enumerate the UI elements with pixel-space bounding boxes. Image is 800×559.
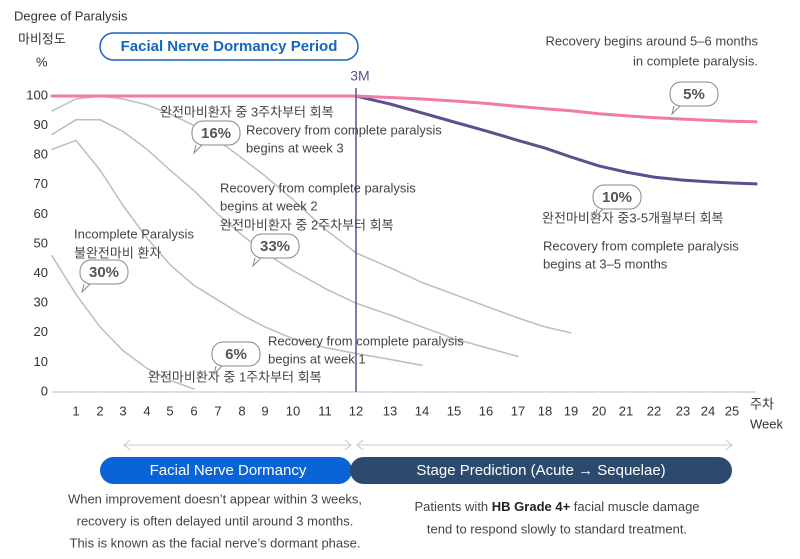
y-tick-label: 80 xyxy=(34,147,48,162)
y-axis-title-ko: 마비정도 xyxy=(18,31,66,46)
bubble xyxy=(669,81,719,107)
annotation: 완전마비환자 중 1주차부터 회복 xyxy=(148,369,322,384)
x-tick-label: 8 xyxy=(238,403,245,418)
annotation: Incomplete Paralysis xyxy=(74,226,194,241)
bubble xyxy=(252,257,262,268)
phase-description: facial muscle damage xyxy=(570,499,699,514)
x-tick-label: 6 xyxy=(190,403,197,418)
x-tick-label: 2 xyxy=(96,403,103,418)
x-tick-label: 17 xyxy=(511,403,525,418)
series-line xyxy=(51,255,195,390)
phase-description: tend to respond slowly to standard treat… xyxy=(427,521,687,536)
annotation: in complete paralysis. xyxy=(633,53,758,68)
x-tick-label: 7 xyxy=(214,403,221,418)
annotation: Recovery begins around 5–6 months xyxy=(546,33,759,48)
y-axis-unit: % xyxy=(36,54,48,69)
annotation: Recovery from complete paralysis xyxy=(268,333,464,348)
bubble xyxy=(594,208,604,219)
title-pill xyxy=(99,32,359,61)
x-tick-label: 22 xyxy=(647,403,661,418)
x-tick-label: 19 xyxy=(564,403,578,418)
annotation: begins at week 3 xyxy=(246,140,344,155)
series-label: 30% xyxy=(89,264,119,281)
series-line xyxy=(50,94,758,124)
phase-description-emphasis: HB Grade 4+ xyxy=(492,499,571,514)
x-tick-label: 4 xyxy=(143,403,150,418)
series-label: 6% xyxy=(225,346,247,363)
series-line xyxy=(51,139,423,367)
x-tick-label: 9 xyxy=(261,403,268,418)
bubble xyxy=(79,259,129,285)
annotation: begins at week 1 xyxy=(268,351,366,366)
y-axis-title: Degree of Paralysis xyxy=(14,8,128,23)
chart-title: Facial Nerve Dormancy Period xyxy=(121,38,338,55)
y-tick-label: 30 xyxy=(34,295,48,310)
phase-bar xyxy=(350,457,732,484)
phase-description: Patients with xyxy=(414,499,491,514)
y-tick-label: 0 xyxy=(41,383,48,398)
annotation: Recovery from complete paralysis xyxy=(220,180,416,195)
bubble xyxy=(671,105,681,116)
x-tick-label: 14 xyxy=(415,403,429,418)
annotation: Recovery from complete paralysis xyxy=(246,122,442,137)
phase-arrows xyxy=(123,439,733,451)
phase-label: Facial Nerve Dormancy xyxy=(150,462,307,479)
y-tick-label: 40 xyxy=(34,265,48,280)
annotation: 완전마비환자 중 2주차부터 회복 xyxy=(220,217,394,232)
x-tick-label: 24 xyxy=(701,403,715,418)
y-tick-label: 50 xyxy=(34,235,48,250)
bubble xyxy=(81,283,91,294)
y-tick-label: 20 xyxy=(34,324,48,339)
marker-label: 3M xyxy=(350,68,369,84)
bubble xyxy=(250,233,300,259)
x-tick-label: 23 xyxy=(676,403,690,418)
annotation: 불완전마비 환자 xyxy=(74,245,161,260)
y-tick-label: 70 xyxy=(34,176,48,191)
y-tick-label: 100 xyxy=(26,87,48,102)
y-tick-label: 90 xyxy=(34,117,48,132)
series-label: 16% xyxy=(201,125,231,142)
x-tick-label: 13 xyxy=(383,403,397,418)
phase-bar xyxy=(100,457,352,484)
phase-description: recovery is often delayed until around 3… xyxy=(77,513,354,528)
series-label: 33% xyxy=(260,238,290,255)
phase-description: This is known as the facial nerve’s dorm… xyxy=(70,535,361,550)
x-tick-label: 20 xyxy=(592,403,606,418)
annotation: Recovery from complete paralysis xyxy=(543,238,739,253)
bubble xyxy=(193,144,203,155)
series-line xyxy=(51,95,572,334)
bubble xyxy=(213,365,223,376)
phase-description: Patients with HB Grade 4+ facial muscle … xyxy=(414,499,699,514)
x-tick-label: 15 xyxy=(447,403,461,418)
x-tick-label: 1 xyxy=(72,403,79,418)
y-tick-label: 60 xyxy=(34,206,48,221)
series-label: 5% xyxy=(683,86,705,103)
x-tick-label: 21 xyxy=(619,403,633,418)
x-axis-title-ko: 주차 xyxy=(750,396,774,411)
x-tick-label: 3 xyxy=(119,403,126,418)
bubble xyxy=(211,341,261,367)
phase-description: When improvement doesn’t appear within 3… xyxy=(68,491,362,506)
bubble xyxy=(592,184,642,210)
bubble xyxy=(191,120,241,146)
x-tick-label: 25 xyxy=(725,403,739,418)
annotation: begins at week 2 xyxy=(220,198,318,213)
x-tick-label: 12 xyxy=(349,403,363,418)
y-tick-label: 10 xyxy=(34,354,48,369)
x-tick-label: 5 xyxy=(166,403,173,418)
x-tick-label: 10 xyxy=(286,403,300,418)
x-tick-label: 16 xyxy=(479,403,493,418)
x-tick-label: 18 xyxy=(538,403,552,418)
phase-label: Stage Prediction (Acute → Sequelae) xyxy=(416,462,665,479)
annotation: begins at 3–5 months xyxy=(543,256,668,271)
series-label: 10% xyxy=(602,189,632,206)
x-axis-title: Week xyxy=(750,416,783,431)
annotation: 완전마비환자 중 3주차부터 회복 xyxy=(160,104,334,119)
x-tick-label: 11 xyxy=(318,403,332,418)
annotation: 완전마비환자 중3-5개월부터 회복 xyxy=(542,210,724,225)
